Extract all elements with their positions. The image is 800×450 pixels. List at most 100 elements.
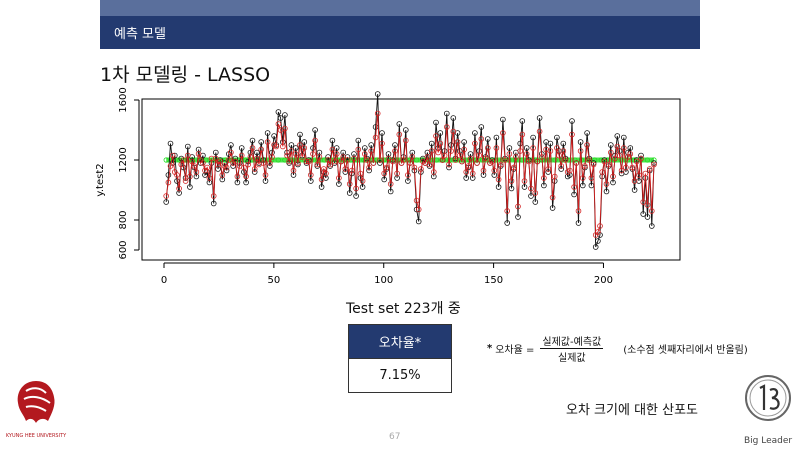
actual-series-point [366,167,372,174]
predicted-series-point [275,121,282,127]
actual-series-point [592,244,599,250]
predicted-series-point [504,208,511,214]
predicted-series-point [361,151,368,157]
predicted-series-point [575,208,582,214]
predicted-series-point [424,154,431,160]
actual-series-point [396,121,403,127]
predicted-series-point [558,163,564,169]
predicted-series-point [502,157,508,163]
predicted-series-point [584,142,590,148]
predicted-series-point [560,148,567,154]
actual-series-point [508,185,515,192]
predicted-series-point [338,158,344,165]
predicted-series-point [260,160,267,166]
actual-series-point [610,179,616,186]
constant-series-point [552,157,558,163]
slide-title: 1차 모델링 - LASSO [100,64,271,86]
predicted-series-point [284,152,290,159]
actual-series-point [536,115,543,121]
actual-series-point [433,119,439,126]
predicted-series-point [241,164,247,171]
predicted-series-point [217,158,224,165]
y-tick-label: 1200 [118,147,129,172]
actual-series-point [312,127,318,133]
predicted-series-point [288,148,295,154]
lion-emblem-icon [17,381,55,423]
actual-series-point [495,184,502,190]
predicted-series-point [389,158,396,165]
actual-series-point [249,137,256,144]
actual-series-point [377,160,383,166]
predicted-series-point [305,158,312,165]
actual-series-point [254,149,260,156]
actual-series-point [443,110,450,117]
predicted-series-point [586,157,592,163]
actual-series-point [461,139,467,145]
predicted-series-point [307,172,314,178]
predicted-series-point [538,154,545,160]
predicted-series-point [525,158,532,165]
predicted-series-point [456,152,463,159]
actual-series-point [528,193,534,199]
actual-series-point [500,116,506,123]
actual-series-point [571,191,577,198]
predicted-series-point [325,157,331,163]
predicted-series-point [644,202,651,208]
predicted-series-point [582,163,588,169]
actual-series-point [277,115,284,121]
error-rate-table: 오차율* 7.15% [348,324,452,393]
predicted-series-point [370,160,377,166]
actual-series-point [346,190,353,196]
predicted-series-point [189,158,195,165]
actual-series-point [640,211,646,217]
predicted-series-point [605,161,612,168]
predicted-series-point [316,154,323,160]
predicted-series-point [295,160,301,166]
predicted-series-point [571,184,577,190]
predicted-series-point [642,170,649,177]
predicted-series-point [446,161,452,168]
predicted-series-point [169,152,176,159]
predicted-series-point [357,170,364,177]
predicted-series-point [238,152,245,159]
actual-series-point [262,178,269,184]
predicted-series-point [342,166,349,172]
predicted-series-point [463,169,470,175]
actual-series-point [631,187,638,193]
y-tick-label: 800 [118,210,129,229]
actual-series-point [504,220,511,226]
predicted-series-point [333,151,340,157]
predicted-series-point [612,155,618,162]
predicted-series-point [163,193,170,199]
actual-series-point [359,184,366,190]
predicted-series-point [638,155,644,162]
predicted-series-point [266,160,273,166]
actual-series-point [523,145,530,151]
actual-series-point [185,143,191,150]
predicted-series-point [383,164,390,171]
actual-series-point [342,169,349,175]
predicted-series-point [474,160,480,166]
actual-series-point [545,169,551,175]
predicted-series-point [396,131,403,138]
actual-series-point [355,137,362,144]
actual-series-point [530,134,536,141]
actual-series-point [620,134,627,141]
actual-series-point [560,140,567,147]
actual-series-point [558,166,564,172]
formula-star: * [487,343,493,354]
x-tick-label: 150 [484,275,503,286]
predicted-series-point [510,164,517,171]
predicted-series-point [187,173,193,180]
predicted-series-point [573,160,580,166]
predicted-series-point [364,157,370,163]
actual-series-point [275,109,282,115]
predicted-series-point [465,163,472,169]
actual-series-point [547,140,554,147]
predicted-series-point [191,163,198,169]
big-leader-emblem-icon [745,375,791,421]
predicted-series-point [633,158,640,165]
predicted-series-point [588,175,595,181]
actual-series-point [167,140,174,147]
predicted-series-point [648,208,655,214]
